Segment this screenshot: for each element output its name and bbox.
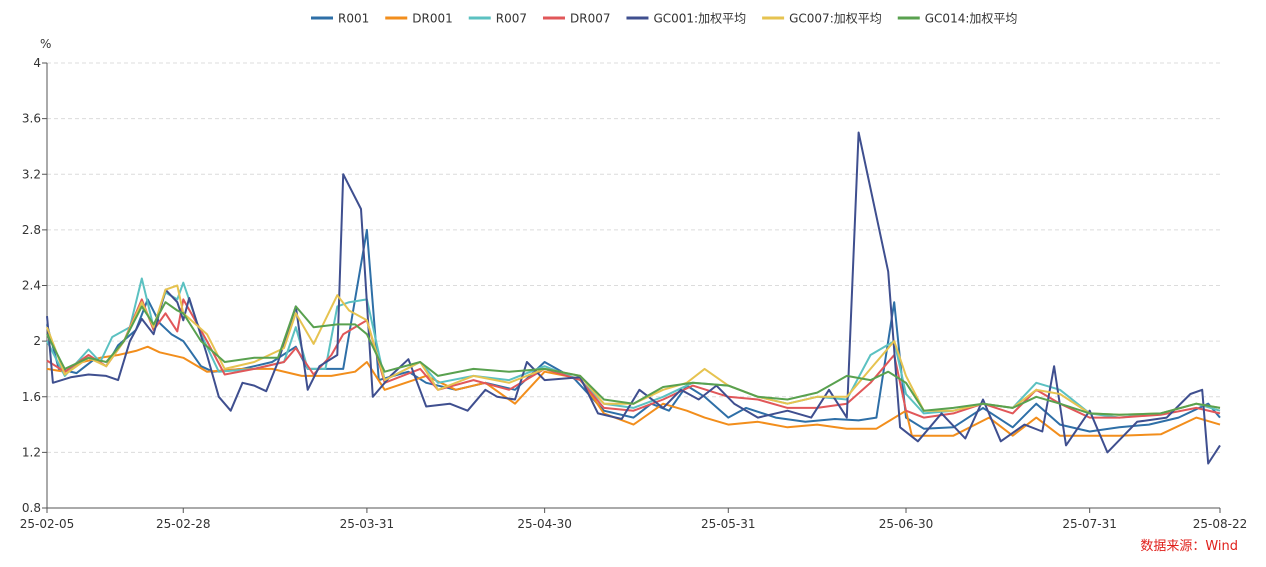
axes: 0.8 1.2 1.6 2 2.4 2.8 3.2 3.6 4 25-02-05 25-02-28 2… <box>20 56 1247 531</box>
legend-label: DR001 <box>412 12 452 26</box>
legend-item: R007 <box>468 12 527 26</box>
legend-item: DR007 <box>542 12 610 26</box>
legend-item: R001 <box>311 12 369 26</box>
y-tick-label: 3.2 <box>22 167 41 181</box>
y-tick-label: 3.6 <box>22 112 41 126</box>
legend-label: DR007 <box>570 12 610 26</box>
legend-label: R007 <box>496 12 527 26</box>
legend-label: R001 <box>338 12 369 26</box>
series-lines <box>46 131 1221 465</box>
y-tick-label: 2 <box>33 334 41 348</box>
y-tick-label: 4 <box>33 56 41 70</box>
legend-item: GC014:加权平均 <box>897 12 1018 26</box>
x-tick-label: 25-04-30 <box>517 517 571 531</box>
legend-label: GC007:加权平均 <box>789 12 882 26</box>
y-tick-label: 1.6 <box>22 390 41 404</box>
y-tick-label: 2.4 <box>22 279 41 293</box>
legend-item: DR001 <box>385 12 453 26</box>
legend-label: GC001:加权平均 <box>653 12 746 26</box>
y-tick-label: 2.8 <box>22 223 41 237</box>
source-label: 数据来源：Wind <box>1140 539 1238 554</box>
x-tick-label: 25-05-31 <box>701 517 755 531</box>
legend-item: GC007:加权平均 <box>762 12 882 26</box>
x-tick-label: 25-08-22 <box>1193 517 1247 531</box>
legend: R001 DR001 R007 DR007 GC001:加权平均 GC007:加权平均 GC… <box>311 12 1017 26</box>
series-line-gc001- <box>46 131 1221 465</box>
legend-item: GC001:加权平均 <box>626 12 746 26</box>
y-tick-label: 1.2 <box>22 445 41 459</box>
legend-label: GC014:加权平均 <box>925 12 1018 26</box>
x-tick-label: 25-06-30 <box>879 517 933 531</box>
x-tick-label: 25-02-28 <box>156 517 210 531</box>
series-line-gc014- <box>46 301 1221 416</box>
x-tick-label: 25-02-05 <box>20 517 74 531</box>
x-tick-label: 25-07-31 <box>1062 517 1116 531</box>
y-axis-unit-label: % <box>40 37 51 51</box>
y-tick-label: 0.8 <box>22 501 41 515</box>
x-tick-label: 25-03-31 <box>340 517 394 531</box>
series-line-dr001 <box>46 345 1221 437</box>
